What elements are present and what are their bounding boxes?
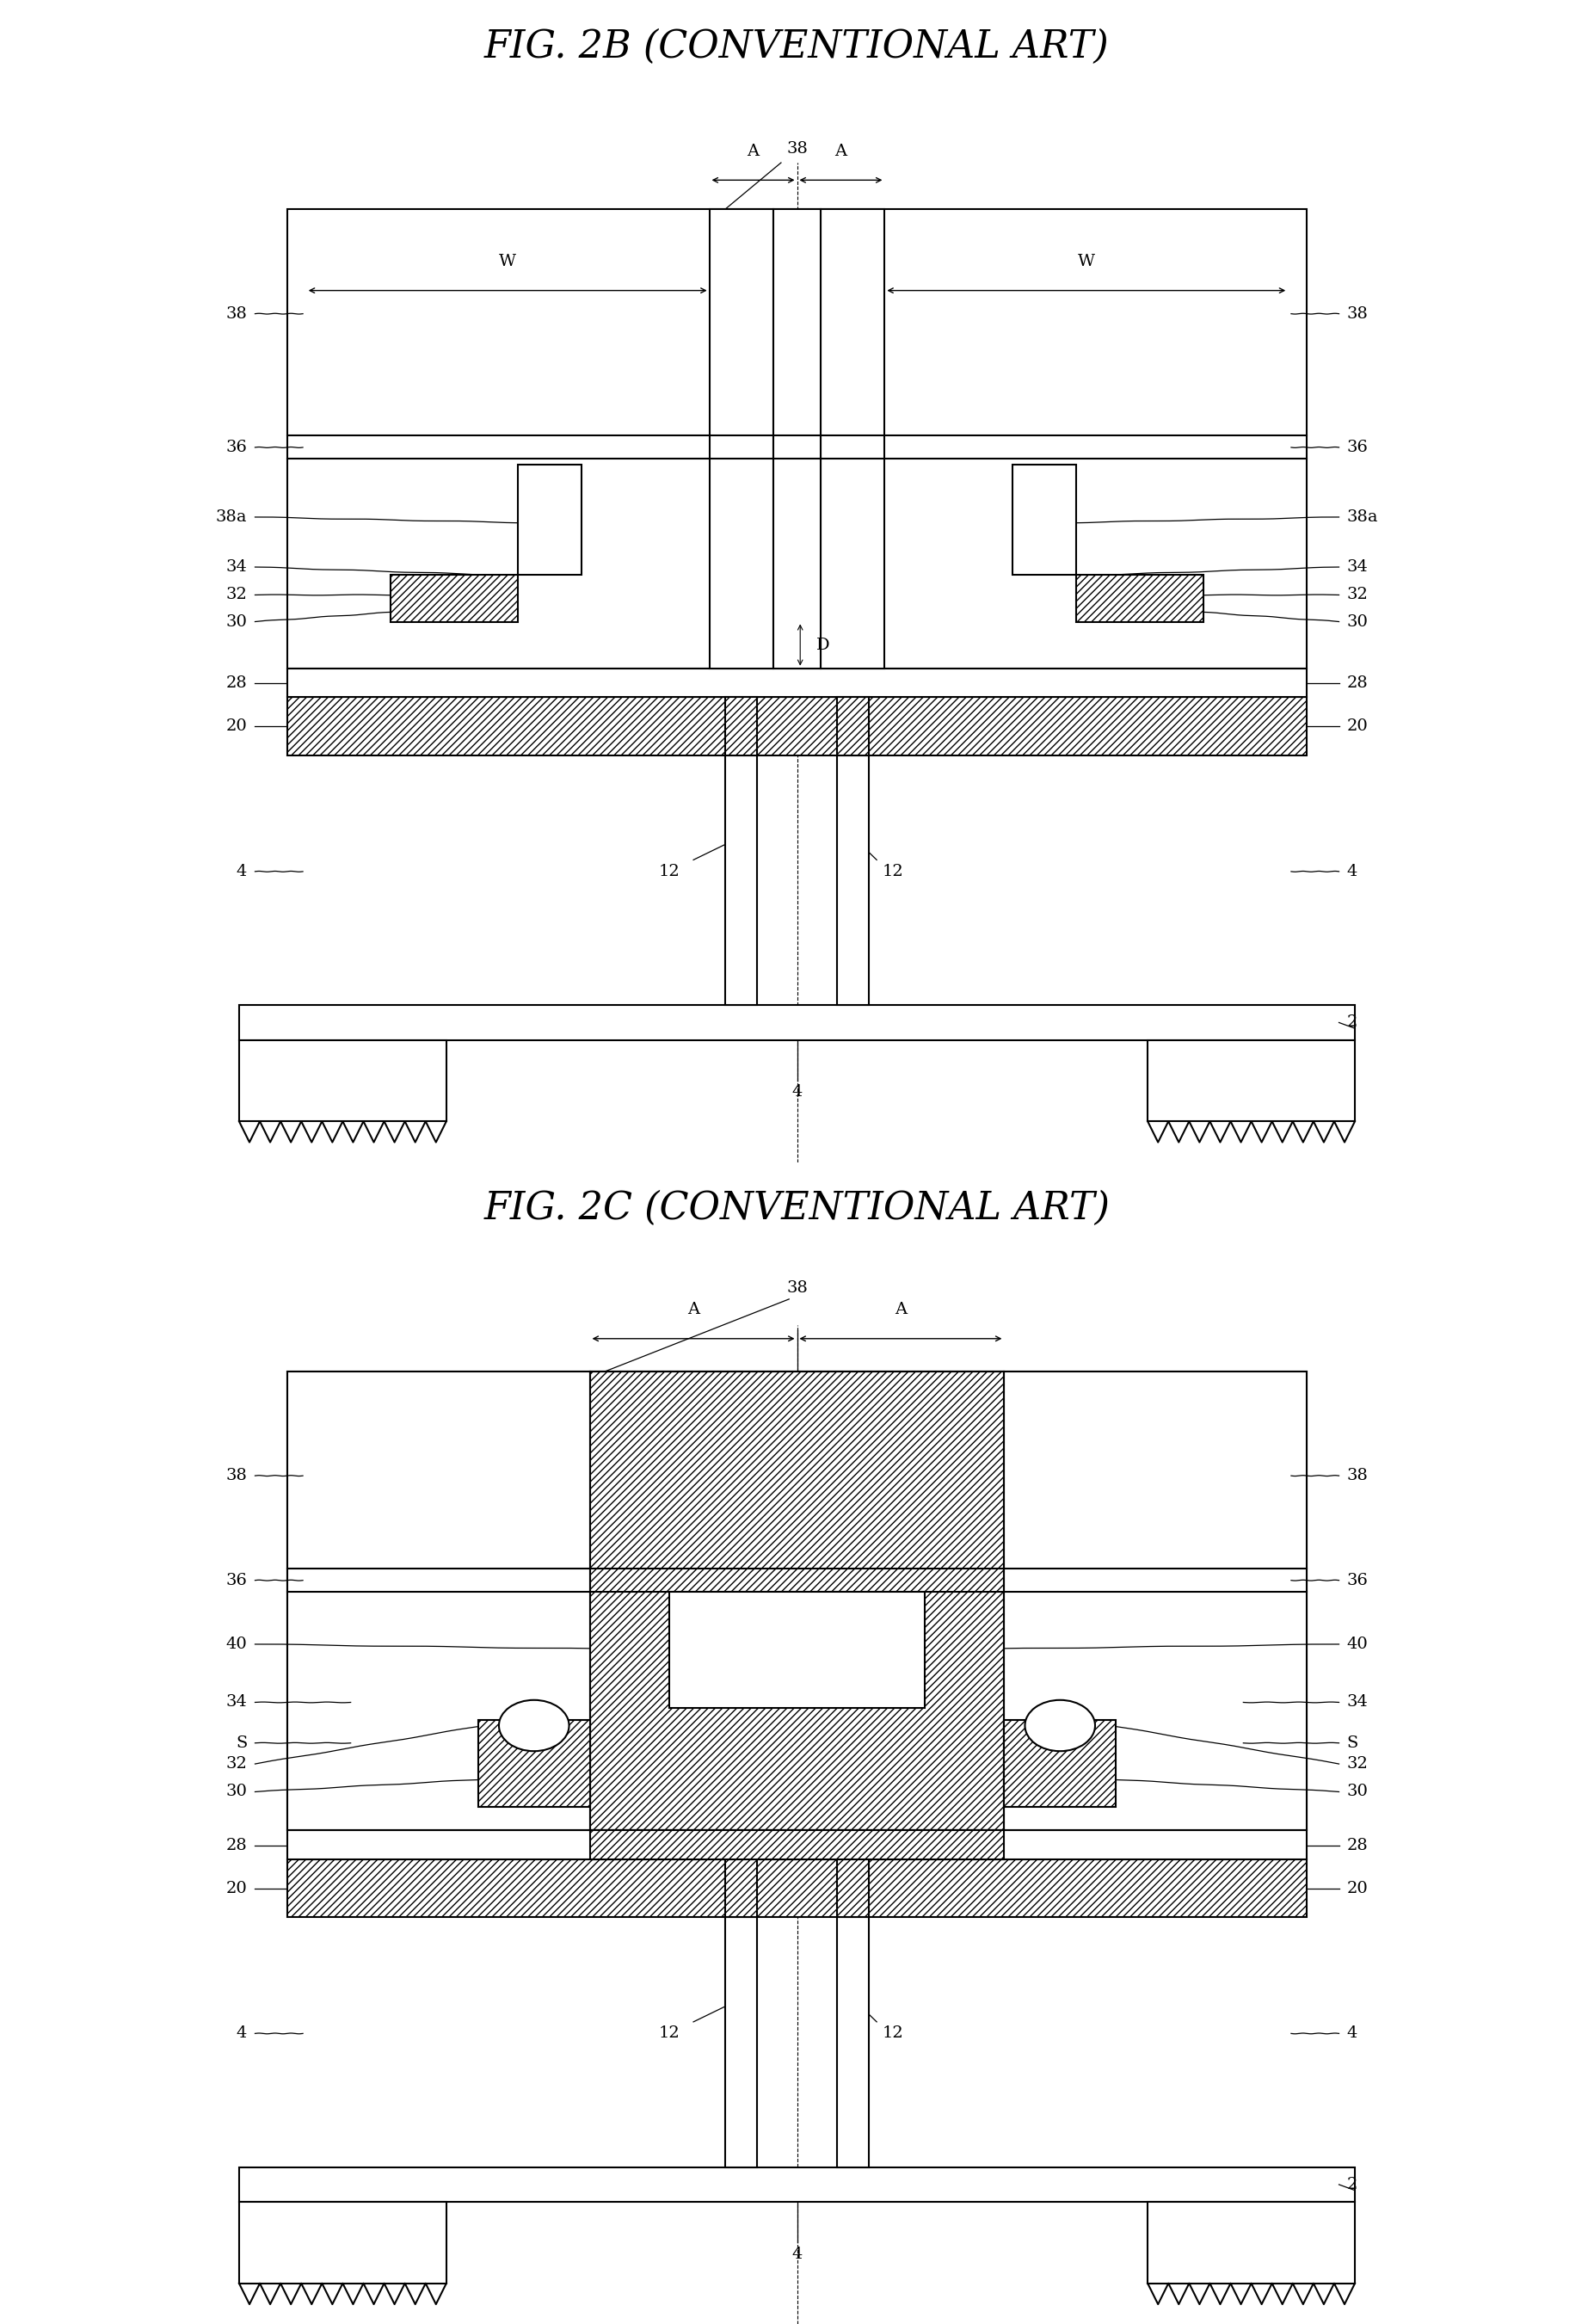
Text: 12: 12 [658,2027,681,2040]
Text: 34: 34 [226,1694,247,1710]
Text: A: A [748,144,759,158]
Text: 28: 28 [226,1838,247,1852]
Bar [725,1859,757,1917]
Text: 20: 20 [226,718,247,734]
Bar [837,697,869,755]
Text: 20: 20 [1347,718,1368,734]
Bar [287,209,1307,669]
Text: 38: 38 [786,142,808,158]
Bar [239,2203,446,2282]
Text: 38: 38 [786,1281,808,1294]
Text: 38: 38 [1347,307,1368,321]
Bar [287,1371,1307,1831]
Text: 32: 32 [1347,588,1368,602]
Bar [1148,1041,1355,1122]
Bar [287,669,1307,697]
Text: 40: 40 [1347,1636,1368,1652]
Text: A: A [835,144,846,158]
Text: 2: 2 [1347,2178,1358,2192]
Bar [287,1371,1307,1831]
Bar [287,1371,590,1831]
Text: 38a: 38a [215,509,247,525]
Bar [669,1592,925,1708]
Text: 28: 28 [226,676,247,690]
Text: 36: 36 [1347,439,1368,456]
Bar [773,209,821,669]
Text: 40: 40 [226,1636,247,1652]
Text: 20: 20 [1347,1880,1368,1896]
Text: 4: 4 [236,865,247,878]
Bar [725,1917,757,2166]
Text: 38a: 38a [1347,509,1379,525]
Text: 4: 4 [1347,2027,1358,2040]
Bar [837,755,869,1004]
Text: 38: 38 [226,307,247,321]
Bar [1004,1371,1307,1831]
Bar [1148,2203,1355,2282]
Text: 32: 32 [226,1757,247,1771]
Text: 30: 30 [226,614,247,630]
Bar [709,209,773,669]
Text: 30: 30 [1347,614,1368,630]
Text: 20: 20 [226,1880,247,1896]
Text: 30: 30 [226,1785,247,1799]
Text: 36: 36 [226,1573,247,1587]
Text: W: W [1078,253,1095,270]
Text: 12: 12 [881,2027,904,2040]
Bar [590,1371,1004,1831]
Bar [239,1041,446,1122]
Text: 30: 30 [1347,1785,1368,1799]
Bar [590,1831,1004,1859]
Text: 34: 34 [226,560,247,574]
Text: D: D [816,637,829,653]
Bar [287,697,1307,755]
Bar [1012,465,1076,574]
Bar [287,1831,1307,1859]
Text: 34: 34 [1347,560,1368,574]
Text: 36: 36 [226,439,247,456]
Text: A: A [894,1301,907,1318]
Text: S: S [236,1736,247,1750]
Text: 4: 4 [792,2247,802,2261]
Text: 2: 2 [1347,1016,1358,1030]
Circle shape [499,1701,569,1752]
Text: 38: 38 [1347,1469,1368,1483]
Text: 34: 34 [1347,1694,1368,1710]
Text: 28: 28 [1347,1838,1368,1852]
Bar [725,697,757,755]
Bar [1076,574,1203,621]
Text: 12: 12 [658,865,681,878]
Text: S: S [1347,1736,1358,1750]
Text: FIG. 2C (CONVENTIONAL ART): FIG. 2C (CONVENTIONAL ART) [485,1190,1109,1227]
Bar [478,1720,590,1808]
Text: A: A [687,1301,700,1318]
Bar [821,209,885,669]
Text: 4: 4 [792,1085,802,1099]
Bar [1004,1720,1116,1808]
Text: 12: 12 [881,865,904,878]
Bar [391,574,518,621]
Circle shape [1025,1701,1095,1752]
Text: 4: 4 [1347,865,1358,878]
Text: 4: 4 [236,2027,247,2040]
Text: 28: 28 [1347,676,1368,690]
Bar [518,465,582,574]
Bar [239,2166,1355,2203]
Bar [837,1859,869,1917]
Text: W: W [499,253,516,270]
Text: FIG. 2B (CONVENTIONAL ART): FIG. 2B (CONVENTIONAL ART) [485,28,1109,65]
Bar [287,1859,1307,1917]
Text: 36: 36 [1347,1573,1368,1587]
Text: 38: 38 [226,1469,247,1483]
Text: 32: 32 [226,588,247,602]
Bar [725,755,757,1004]
Bar [837,1917,869,2166]
Bar [239,1004,1355,1041]
Text: 32: 32 [1347,1757,1368,1771]
